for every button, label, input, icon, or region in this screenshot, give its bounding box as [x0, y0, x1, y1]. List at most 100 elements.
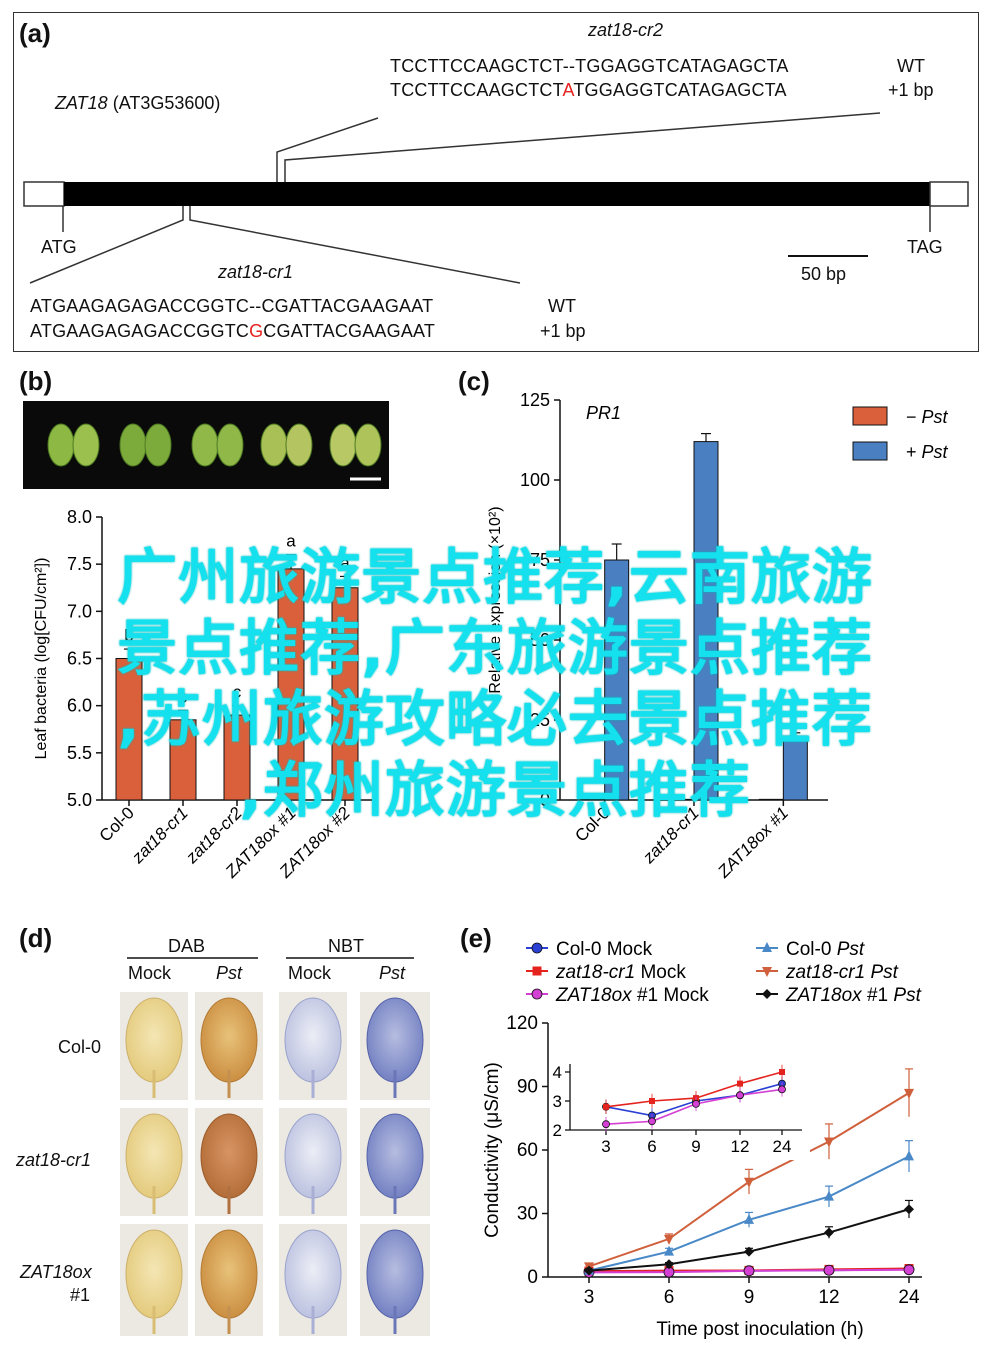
e-marker-triangle-down — [904, 1088, 914, 1099]
panel-b-label: (b) — [19, 366, 53, 396]
e-marker-circle — [743, 1265, 755, 1277]
start-codon: ATG — [41, 237, 77, 257]
c-legend-swatch — [852, 441, 888, 461]
cr1-mut-pre: ATGAAGAGAGACCGGTC — [30, 321, 250, 341]
e-series — [584, 1199, 914, 1276]
panel-e-label: (e) — [460, 923, 492, 953]
leaf-petioles — [152, 1070, 397, 1334]
watermark-line-4: ,郑州旅游景点推荐 — [239, 756, 751, 826]
c-legend-label: − Pst — [906, 407, 949, 427]
cr2-wt-seq: TCCTTCCAAGCTCT--TGGAGGTCATAGAGCTA — [390, 56, 789, 76]
b-bar — [115, 658, 143, 801]
b-ytick-label: 6.5 — [67, 649, 92, 669]
utr-3 — [929, 181, 969, 207]
e-ytick-label: 60 — [517, 1140, 538, 1161]
col-mock-nbt: Mock — [288, 963, 332, 983]
e-legend-line-id: #1 — [862, 985, 894, 1006]
c-y-axis-label: Relative expression (×10²) — [487, 506, 504, 693]
cr1-mut-label: +1 bp — [540, 321, 586, 341]
gene-label: ZAT18 (AT3G53600) — [55, 93, 220, 114]
row-col0: Col-0 — [58, 1037, 102, 1057]
b-bar — [223, 714, 251, 801]
col-pst-dab: Pst — [216, 963, 243, 983]
c-ytick-label: 25 — [530, 710, 550, 730]
e-marker-diamond — [744, 1246, 754, 1257]
e-marker-triangle-up — [744, 1213, 754, 1224]
b-ytick-label: 7.5 — [67, 554, 92, 574]
c-legend-label: + Pst — [906, 442, 949, 462]
row-zat18ox-line: #1 — [70, 1285, 91, 1305]
cr1-wt-seq: ATGAAGAGAGACCGGTC--CGATTACGAAGAAT — [30, 296, 434, 316]
c-legend-swatch — [852, 406, 888, 426]
cr2-mut-post: TGGAGGTCATAGAGCTA — [573, 80, 787, 100]
e-marker-triangle-down — [664, 1234, 674, 1245]
e-legend-treatment: Pst — [837, 939, 865, 960]
group-nbt: NBT — [328, 936, 364, 956]
gene-name: ZAT18 — [55, 93, 108, 113]
c-chart-title: PR1 — [586, 403, 621, 423]
e-marker-square — [603, 1103, 609, 1110]
cr2-mut-label: +1 bp — [888, 80, 934, 100]
e-series — [584, 1068, 914, 1273]
cr1-callout-right — [189, 206, 521, 284]
e-inset-series — [602, 1082, 786, 1132]
b-ytick-label: 8.0 — [67, 507, 92, 527]
e-marker-diamond — [824, 1227, 834, 1238]
seedling-leaves — [47, 423, 382, 467]
e-inset-ytick-label: 2 — [553, 1121, 562, 1140]
e-inset-xtick-label: 9 — [691, 1137, 700, 1156]
e-legend-genotype: ZAT18ox #1 — [555, 985, 663, 1006]
cr1-callout-left — [29, 206, 184, 284]
e-inset-xtick-label: 3 — [601, 1137, 610, 1156]
e-legend-treatment: Mock — [607, 939, 653, 960]
e-marker-circle — [602, 1120, 610, 1129]
e-inset-xtick-label: 24 — [773, 1137, 792, 1156]
e-legend-label: Col-0 Mock — [556, 939, 653, 960]
b-ytick-label: 5.0 — [67, 790, 92, 810]
c-legend-pathogen: Pst — [922, 407, 949, 427]
panel-a — [13, 12, 979, 352]
cds-box — [64, 182, 930, 206]
b-sig-letter: b — [124, 626, 133, 645]
e-marker-diamond — [664, 1259, 674, 1270]
stained-leaves — [125, 997, 424, 1319]
e-x-axis-label: Time post inoculation (h) — [656, 1319, 863, 1340]
b-bar — [331, 587, 359, 801]
e-marker-triangle-down — [744, 1177, 754, 1188]
row-zat18-cr1: zat18-cr1 — [16, 1150, 92, 1170]
cr1-wt-label: WT — [548, 296, 576, 316]
e-inset-ytick-label: 3 — [553, 1092, 562, 1111]
b-sig-letter: a — [340, 553, 350, 572]
e-inset-xtick-label: 12 — [731, 1137, 750, 1156]
e-legend-line-id: #1 — [632, 985, 664, 1006]
e-marker-circle — [692, 1099, 700, 1108]
cr2-mut-seq: TCCTTCCAAGCTCTATGGAGGTCATAGAGCTA — [390, 80, 787, 101]
panel-d-label: (d) — [19, 923, 53, 953]
e-legend-genotype: zat18-cr1 — [555, 962, 640, 983]
e-y-axis-label: Conductivity (μS/cm) — [482, 1062, 503, 1238]
watermark-line-1: 广州旅游景点推荐,云南旅游 — [117, 543, 873, 613]
c-ytick-label: 100 — [520, 470, 550, 490]
cr2-insertion: A — [562, 80, 574, 100]
utr-5 — [23, 181, 65, 207]
e-marker-square — [649, 1098, 655, 1104]
row-zat18ox: ZAT18ox — [20, 1262, 92, 1282]
c-bar — [693, 441, 719, 801]
e-legend-label: ZAT18ox #1 Pst — [785, 985, 922, 1006]
cr2-title: zat18-cr2 — [588, 20, 664, 40]
e-marker-triangle-up — [762, 942, 772, 952]
b-ytick-label: 6.0 — [67, 696, 92, 716]
e-legend-treatment: Mock — [640, 962, 686, 983]
stop-codon: TAG — [907, 237, 943, 257]
c-ytick-label: 75 — [530, 550, 550, 570]
b-y-axis-label: Leaf bacteria (log[CFU/cm²]) — [33, 558, 50, 760]
c-legend-sign: + — [906, 442, 922, 462]
bacteria-bar-chart: 5.0 5.5 6.0 6.5 7.0 7.5 8.0 Leaf bacteria (log[… — [33, 507, 372, 882]
c-ytick-label: 0 — [540, 790, 550, 810]
cr2-mut-pre: TCCTTCCAAGCTCT — [390, 80, 563, 100]
e-marker-circle — [736, 1091, 744, 1100]
e-ytick-label: 30 — [517, 1204, 538, 1225]
cr1-mut-post: CGATTACGAAGAAT — [263, 321, 436, 341]
e-legend-label: zat18-cr1 Mock — [555, 962, 686, 983]
b-sig-letter: c — [179, 687, 188, 706]
